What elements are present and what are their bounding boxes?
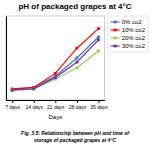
legend-swatch-line	[111, 21, 120, 22]
caption-line: storage of packaged grapes at 4°C	[34, 137, 116, 143]
legend-item: 30% co2	[111, 43, 146, 49]
x-tick-label: 7 days	[5, 104, 20, 110]
x-tick-mark	[55, 100, 56, 103]
legend-swatch-marker	[114, 21, 117, 24]
x-tick-label: 14 days	[25, 104, 43, 110]
legend-item: 20% co2	[111, 35, 146, 41]
y-axis	[6, 17, 7, 101]
caption-line: Fig. 3.5: Relationship between pH and ti…	[21, 130, 130, 136]
legend-label: 10% co2	[122, 27, 146, 33]
series-line	[12, 40, 98, 90]
x-axis-title: Days	[48, 114, 62, 120]
legend-label: 20% co2	[122, 35, 146, 41]
legend-label: 30% co2	[122, 43, 146, 49]
point	[11, 89, 14, 92]
legend-label: 0% co2	[122, 19, 143, 25]
x-axis: 7 days 14 days 21 days 28 days35 days	[5, 100, 108, 110]
point	[54, 72, 57, 75]
chart: pH of packaged grapes at 4°C 0% co2 10% co…	[0, 0, 150, 150]
x-tick-mark	[34, 100, 35, 103]
series	[11, 36, 100, 92]
series	[11, 50, 100, 92]
x-tick-label: 28 days	[69, 104, 87, 110]
y-axis-line	[6, 17, 7, 101]
legend-swatch-marker	[114, 29, 117, 32]
plot-frame	[6, 16, 105, 100]
plot-area	[11, 27, 100, 91]
point	[54, 76, 57, 79]
x-tick: 7 days	[5, 100, 20, 110]
point	[75, 57, 78, 60]
x-tick-mark	[12, 100, 13, 103]
series	[11, 27, 100, 90]
legend-frame	[108, 16, 148, 52]
legend-swatch-line	[111, 45, 120, 46]
point	[32, 87, 35, 90]
legend-item: 10% co2	[111, 27, 146, 33]
x-tick: 28 days	[69, 100, 87, 110]
x-tick-label: 21 days	[47, 104, 65, 110]
series	[11, 38, 100, 91]
point	[32, 87, 35, 90]
point	[75, 61, 78, 64]
series-line	[12, 37, 98, 90]
x-tick: 14 days	[25, 100, 43, 110]
title: pH of packaged grapes at 4°C	[18, 2, 131, 11]
point	[97, 36, 100, 39]
point	[97, 50, 100, 53]
series-line	[12, 51, 98, 90]
point	[75, 66, 78, 69]
x-tick-mark	[98, 100, 99, 103]
legend-swatch-line	[111, 37, 120, 38]
x-tick: 35 days	[90, 100, 108, 110]
legend: 0% co2 10% co2 20% co2 30% co2	[108, 16, 148, 52]
caption: Fig. 3.5: Relationship between pH and ti…	[21, 130, 130, 143]
x-tick: 21 days	[47, 100, 65, 110]
point	[75, 47, 78, 50]
x-tick-label: 35 days	[90, 104, 108, 110]
point	[11, 89, 14, 92]
legend-item: 0% co2	[111, 19, 143, 25]
series-line	[12, 29, 98, 89]
point	[97, 27, 100, 30]
point	[97, 38, 100, 41]
point	[11, 89, 14, 92]
legend-swatch-line	[111, 29, 120, 30]
legend-swatch-marker	[114, 45, 117, 48]
x-tick-mark	[77, 100, 78, 103]
legend-swatch-marker	[114, 37, 117, 40]
